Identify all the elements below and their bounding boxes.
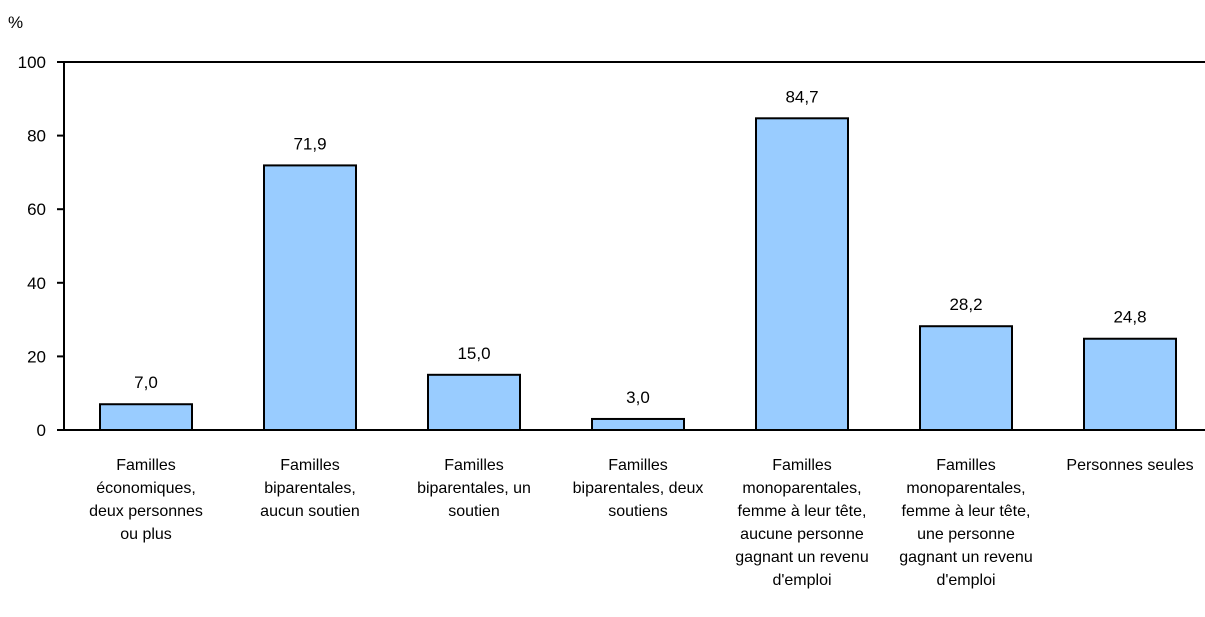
category-label-line: Familles [608,457,668,474]
y-tick-label: 60 [27,200,46,219]
category-label-line: monoparentales, [742,480,861,497]
y-tick-label: 0 [37,421,46,440]
data-label: 7,0 [134,373,158,392]
category-label: Personnes seules [1066,457,1193,474]
category-label-line: d'emploi [772,572,831,589]
bar [591,417,685,431]
category-label-line: aucun soutien [260,503,360,520]
category-label-line: soutiens [608,503,668,520]
data-label: 15,0 [457,344,490,363]
data-label: 84,7 [785,87,818,106]
bar [755,117,849,432]
y-tick-label: 40 [27,274,46,293]
category-label: Familles biparentales, un soutien [417,457,531,520]
category-label-line: femme à leur tête, [902,503,1031,520]
category-label-line: une personne [917,526,1015,543]
category-label-line: Familles [772,457,832,474]
category-label-line: femme à leur tête, [738,503,867,520]
data-label: 24,8 [1113,308,1146,327]
category-label-line: monoparentales, [906,480,1025,497]
category-label-line: Familles [444,457,504,474]
category-label-line: biparentales, [264,480,356,497]
y-tick-label: 80 [27,127,46,146]
category-label-line: économiques, [96,480,196,497]
bar [99,403,193,431]
category-label: Familles monoparentales, femme à leur tête… [899,457,1032,589]
bars [99,117,1177,432]
category-label-line: soutien [448,503,500,520]
data-label: 28,2 [949,295,982,314]
y-tick-label: 100 [18,53,46,72]
category-label-line: Familles [116,457,176,474]
category-label-line: d'emploi [936,572,995,589]
bar [263,164,357,432]
bar [427,373,521,431]
category-label: Familles biparentales, deux soutiens [573,457,704,520]
category-label-line: biparentales, deux [573,480,704,497]
category-label-line: Familles [280,457,340,474]
category-label-line: biparentales, un [417,480,531,497]
category-label-line: deux personnes [89,503,203,520]
data-label: 71,9 [293,134,326,153]
category-label-line: Personnes seules [1066,457,1193,474]
category-label: Familles biparentales, aucun soutien [260,457,360,520]
y-axis-unit-label: % [8,13,23,32]
x-axis-category-labels: Familles économiques, deux personnes ou plu… [89,457,1194,589]
category-label-line: gagnant un revenu [899,549,1032,566]
bar [919,325,1013,431]
bar [1083,337,1177,431]
data-labels: 7,0 71,9 15,0 3,0 84,7 28,2 24,8 [134,87,1146,407]
y-axis: 0 20 40 60 80 100 [18,53,64,440]
category-label-line: aucune personne [740,526,864,543]
data-label: 3,0 [626,388,650,407]
category-label-line: ou plus [120,526,172,543]
y-tick-label: 20 [27,347,46,366]
category-label: Familles économiques, deux personnes ou plu… [89,457,203,543]
category-label-line: Familles [936,457,996,474]
category-label-line: gagnant un revenu [735,549,868,566]
category-label: Familles monoparentales, femme à leur tête… [735,457,868,589]
